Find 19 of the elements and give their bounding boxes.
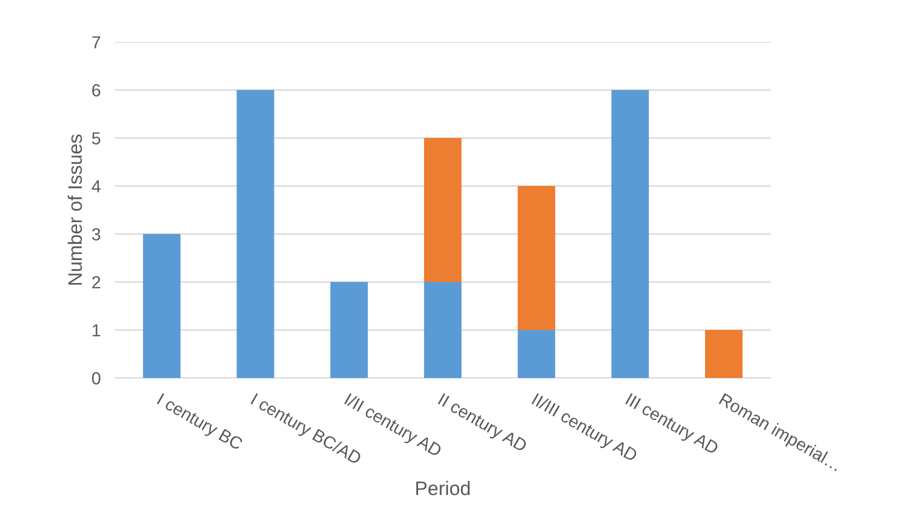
y-tick-label: 1 xyxy=(92,324,100,336)
bar xyxy=(518,330,556,378)
bar xyxy=(424,282,462,378)
bar xyxy=(330,282,368,378)
bar xyxy=(705,330,743,378)
bar xyxy=(518,186,556,330)
bar xyxy=(611,90,649,378)
y-tick-label: 0 xyxy=(92,372,100,384)
y-tick-label: 3 xyxy=(92,228,100,240)
y-tick-label: 7 xyxy=(92,36,100,48)
y-tick-label: 5 xyxy=(92,132,100,144)
bar xyxy=(236,90,274,378)
y-tick-label: 6 xyxy=(92,84,100,96)
bar xyxy=(143,234,180,378)
y-tick-label: 2 xyxy=(92,276,100,288)
y-tick-label: 4 xyxy=(92,180,101,192)
y-axis-title: Number of Issues xyxy=(68,134,82,285)
bar xyxy=(424,138,462,282)
x-axis-title: Period xyxy=(416,480,470,496)
